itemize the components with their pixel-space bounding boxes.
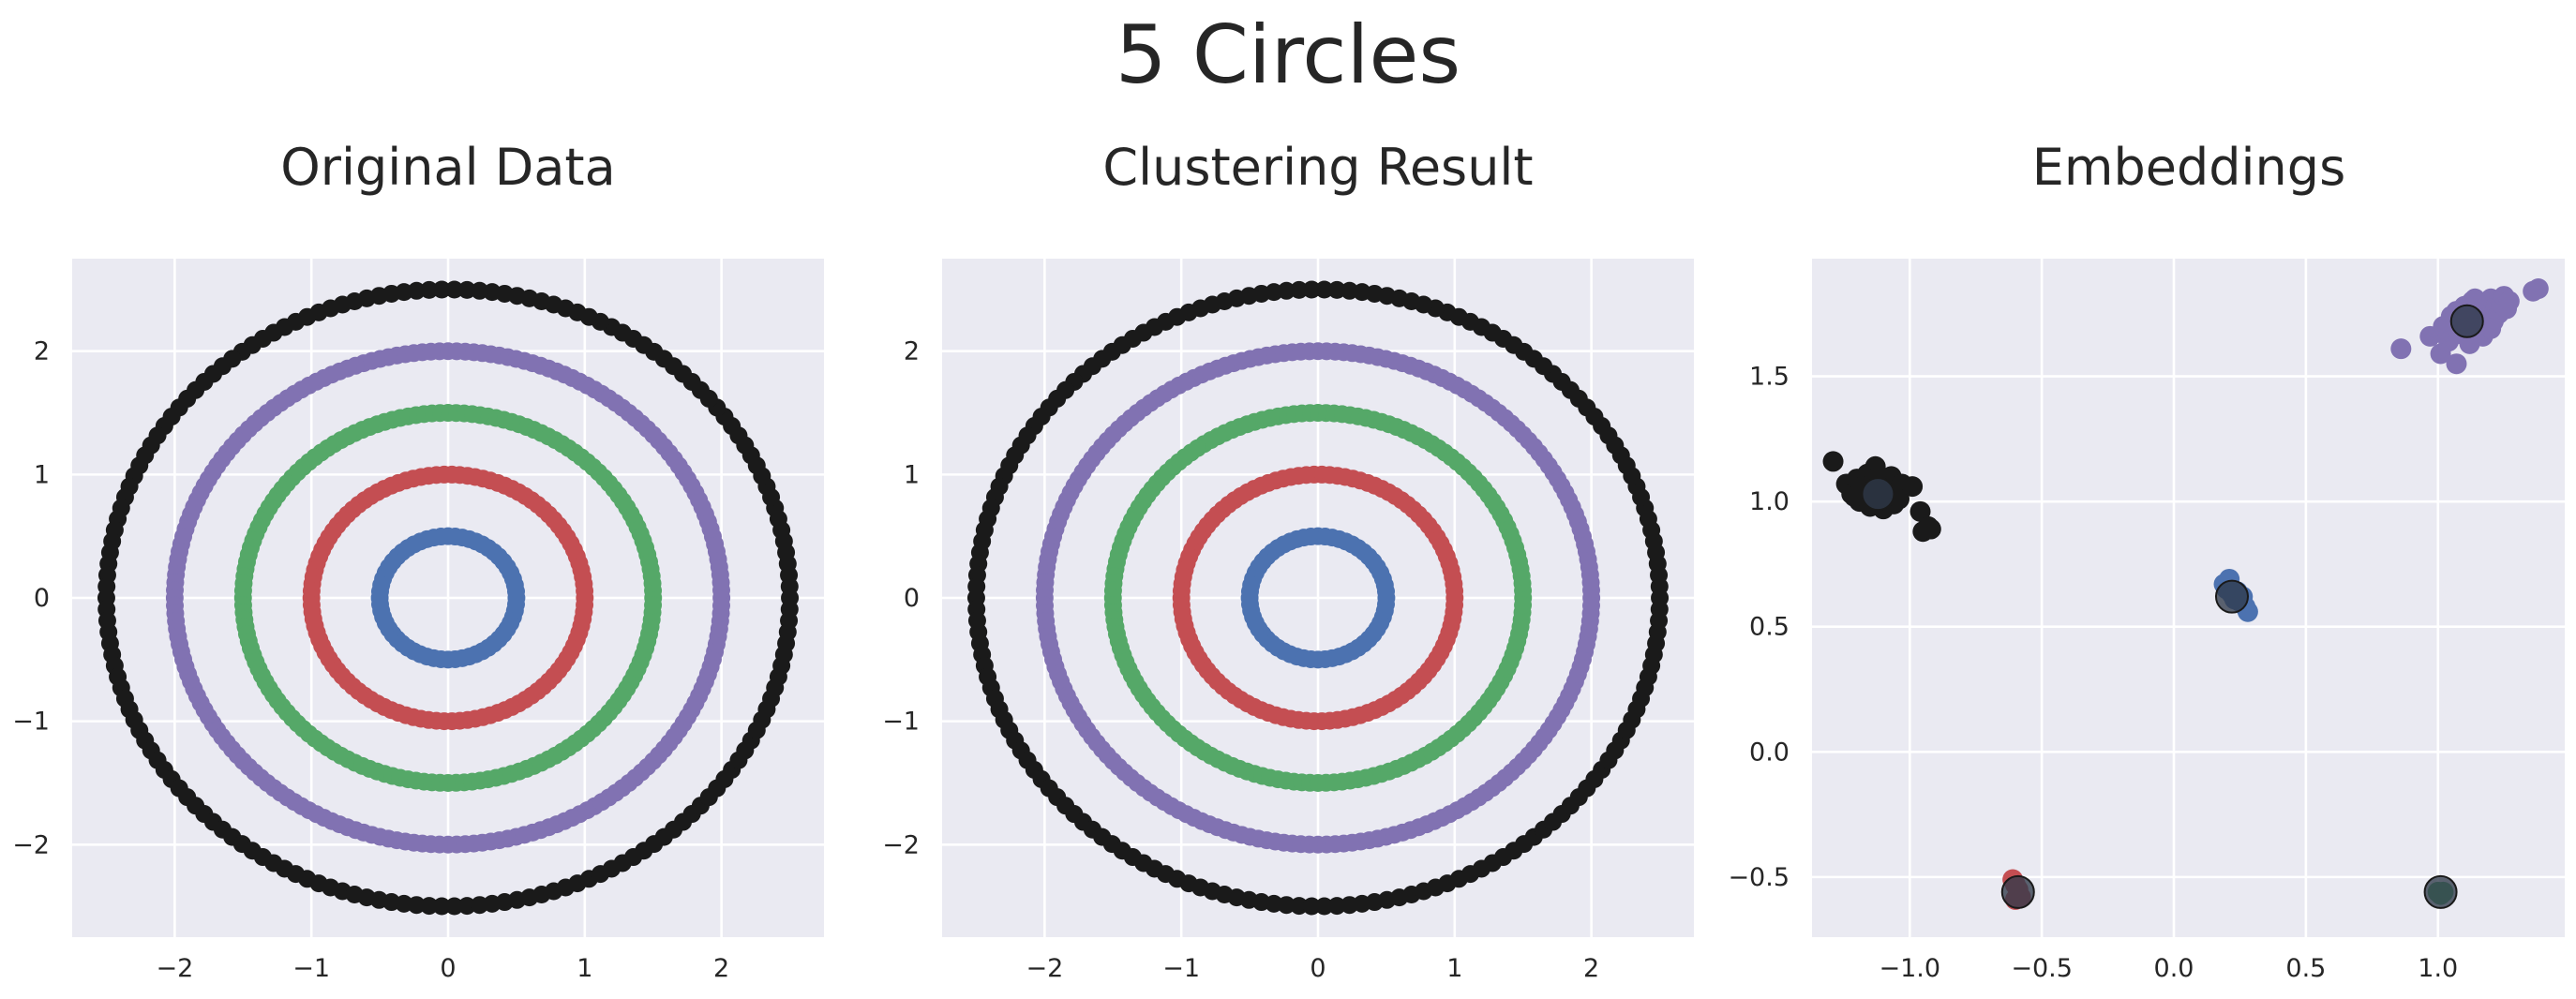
axes-background xyxy=(1812,259,2565,937)
panel-title-embeddings: Embeddings xyxy=(2032,138,2345,197)
embeddings-panel: Embeddings −1.0 −0.5 0.0 0.5 1.0 −0.5 0.0 0.5 1.… xyxy=(1728,138,2565,983)
y-tick-label: −2 xyxy=(12,830,50,859)
data-point xyxy=(407,896,426,915)
data-point xyxy=(1315,280,1334,299)
y-tick-label: 1.0 xyxy=(1749,487,1790,516)
x-tick-label: 2 xyxy=(1583,954,1599,983)
data-point xyxy=(1377,595,1396,614)
x-tick-label: 1.0 xyxy=(2418,954,2458,983)
data-point xyxy=(445,280,464,299)
x-tick-label: −2 xyxy=(1026,954,1063,983)
data-point xyxy=(2390,338,2412,360)
data-point xyxy=(2464,288,2486,309)
data-point xyxy=(644,596,663,615)
x-tick-label: −2 xyxy=(156,954,193,983)
x-tick-label: 0 xyxy=(440,954,456,983)
data-point xyxy=(1902,476,1924,498)
y-tick-label: 0.0 xyxy=(1749,738,1790,767)
y-tick-label: 2 xyxy=(904,337,920,366)
data-point xyxy=(711,596,730,615)
data-point xyxy=(507,595,526,614)
data-point xyxy=(576,596,594,615)
data-point xyxy=(432,280,451,299)
series-3 xyxy=(165,342,731,854)
data-point xyxy=(1844,485,1865,507)
original-data-panel: Original Data −2 −1 0 1 2 −2 −1 0 1 2 xyxy=(12,138,824,983)
data-point xyxy=(1302,280,1321,299)
data-point xyxy=(1302,897,1321,916)
series-0 xyxy=(1240,527,1396,669)
cluster-center xyxy=(2000,874,2035,909)
series-4 xyxy=(97,280,800,916)
data-point xyxy=(2498,291,2520,312)
data-point xyxy=(2527,278,2549,300)
y-tick-label: −2 xyxy=(882,830,920,859)
cluster-center xyxy=(2423,874,2458,909)
data-point xyxy=(432,897,451,916)
series-2 xyxy=(233,404,663,792)
cluster-center xyxy=(2214,579,2249,614)
clustering-result-panel: Clustering Result −2 −1 0 1 2 −2 −1 0 1 2 xyxy=(882,138,1694,983)
data-point xyxy=(1327,280,1346,299)
x-tick-label: 1 xyxy=(1446,954,1462,983)
x-tick-label: −1 xyxy=(292,954,330,983)
data-point xyxy=(1445,596,1464,615)
series-0 xyxy=(370,527,526,669)
data-point xyxy=(1277,896,1295,915)
cluster-center xyxy=(2449,304,2484,338)
y-tick-label: 0 xyxy=(34,584,50,613)
x-tick-label: 1 xyxy=(577,954,592,983)
data-point xyxy=(457,897,476,916)
data-point xyxy=(420,897,439,916)
data-point xyxy=(1315,897,1334,916)
data-point xyxy=(1290,280,1309,299)
y-tick-label: 1 xyxy=(904,460,920,489)
y-tick-label: 0 xyxy=(904,584,920,613)
series-1 xyxy=(1172,465,1464,731)
data-point xyxy=(457,280,476,299)
data-point xyxy=(1327,897,1346,916)
y-tick-label: 2 xyxy=(34,337,50,366)
series-3 xyxy=(1035,342,1601,854)
data-point xyxy=(1514,596,1533,615)
data-point xyxy=(420,280,439,299)
y-tick-label: −1 xyxy=(12,708,50,737)
y-tick-label: 1.5 xyxy=(1749,363,1790,392)
x-tick-label: 0 xyxy=(1310,954,1325,983)
y-tick-label: 1 xyxy=(34,460,50,489)
x-tick-label: 2 xyxy=(713,954,729,983)
cluster-centers xyxy=(1861,304,2484,909)
x-tick-label: 0.5 xyxy=(2285,954,2326,983)
x-tick-label: 0.0 xyxy=(2154,954,2194,983)
cluster-center xyxy=(1861,477,1895,512)
data-point xyxy=(780,600,799,619)
data-point xyxy=(1581,596,1600,615)
data-point xyxy=(445,897,464,916)
data-point xyxy=(2480,318,2502,339)
data-point xyxy=(1650,600,1669,619)
series-2 xyxy=(1103,404,1533,792)
data-point xyxy=(1822,451,1844,472)
x-tick-label: −1.0 xyxy=(1879,954,1940,983)
data-point xyxy=(471,281,489,300)
series-1 xyxy=(302,465,594,731)
x-tick-label: −0.5 xyxy=(2011,954,2073,983)
x-tick-label: −1 xyxy=(1162,954,1200,983)
data-point xyxy=(2430,343,2451,365)
panel-title-original-data: Original Data xyxy=(280,138,615,197)
panel-title-clustering-result: Clustering Result xyxy=(1102,138,1533,197)
data-point xyxy=(2446,353,2467,375)
data-point xyxy=(1290,897,1309,916)
series-4 xyxy=(966,280,1670,916)
data-point xyxy=(1920,518,1941,540)
data-point xyxy=(1340,281,1359,300)
figure-title: 5 Circles xyxy=(1116,8,1460,102)
y-tick-label: −1 xyxy=(882,708,920,737)
y-tick-label: 0.5 xyxy=(1749,613,1790,642)
y-tick-label: −0.5 xyxy=(1728,863,1790,892)
